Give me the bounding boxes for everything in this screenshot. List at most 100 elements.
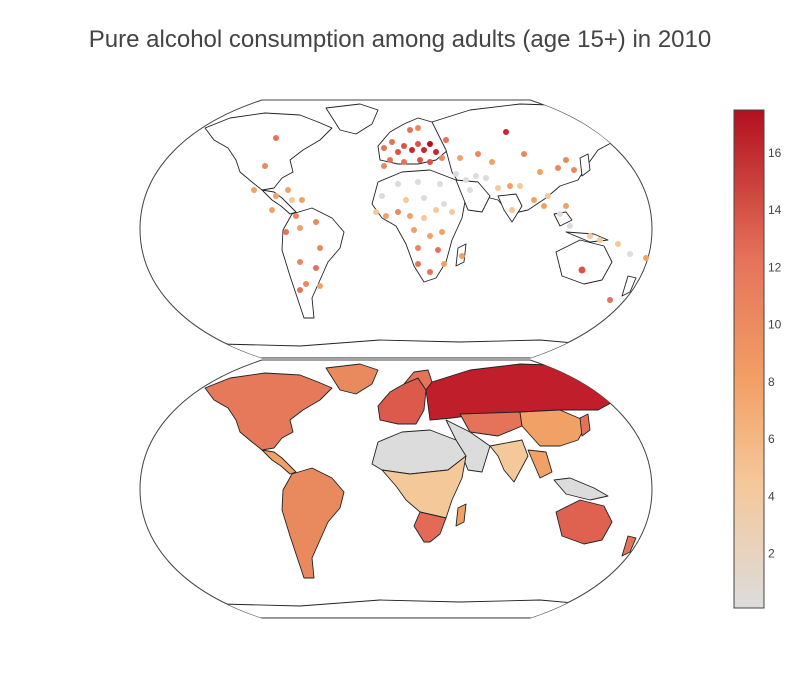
region-south-asia[interactable] xyxy=(489,439,529,483)
bubble-marker[interactable] xyxy=(443,137,449,143)
bubble-marker[interactable] xyxy=(578,266,586,274)
bubble-marker[interactable] xyxy=(521,151,527,157)
bubble-marker[interactable] xyxy=(453,171,459,177)
bubble-marker[interactable] xyxy=(563,157,569,163)
bubble-marker[interactable] xyxy=(563,203,569,209)
bubble-marker[interactable] xyxy=(395,149,401,155)
bubble-marker[interactable] xyxy=(269,207,275,213)
bubble-marker[interactable] xyxy=(417,157,423,163)
bubble-marker[interactable] xyxy=(571,167,577,173)
bubble-marker[interactable] xyxy=(449,209,455,215)
region-southern-africa[interactable] xyxy=(413,511,447,543)
bubble-marker[interactable] xyxy=(373,209,379,215)
bubble-marker[interactable] xyxy=(262,163,268,169)
bubble-marker[interactable] xyxy=(289,197,295,203)
bubble-marker[interactable] xyxy=(407,127,413,133)
bubble-marker[interactable] xyxy=(435,247,441,253)
bubble-marker[interactable] xyxy=(427,159,433,165)
bubble-marker[interactable] xyxy=(273,193,279,199)
bubble-marker[interactable] xyxy=(381,145,387,151)
bubble-marker[interactable] xyxy=(439,229,445,235)
bubble-marker[interactable] xyxy=(531,197,537,203)
bubble-marker[interactable] xyxy=(441,201,447,207)
bubble-marker[interactable] xyxy=(541,203,547,209)
bubble-marker[interactable] xyxy=(401,159,407,165)
bubble-marker[interactable] xyxy=(489,159,495,165)
bubble-marker[interactable] xyxy=(303,281,309,287)
bubble-map[interactable] xyxy=(139,99,653,359)
choropleth-map[interactable] xyxy=(139,359,653,619)
region-china-mongolia[interactable] xyxy=(519,409,589,447)
bubble-marker[interactable] xyxy=(293,213,299,219)
bubble-marker[interactable] xyxy=(643,255,649,261)
bubble-marker[interactable] xyxy=(407,213,413,219)
bubble-marker[interactable] xyxy=(459,253,465,259)
bubble-marker[interactable] xyxy=(495,185,501,191)
bubble-marker[interactable] xyxy=(395,209,401,215)
bubble-marker[interactable] xyxy=(441,261,447,267)
bubble-marker[interactable] xyxy=(411,227,417,233)
bubble-marker[interactable] xyxy=(433,149,439,155)
bubble-marker[interactable] xyxy=(379,193,385,199)
region-indonesia[interactable] xyxy=(553,477,609,501)
bubble-marker[interactable] xyxy=(473,173,479,179)
region-central-america[interactable] xyxy=(261,449,297,475)
bubble-marker[interactable] xyxy=(395,181,401,187)
bubble-marker[interactable] xyxy=(403,197,409,203)
bubble-marker[interactable] xyxy=(381,163,387,169)
bubble-marker[interactable] xyxy=(401,143,407,149)
region-north-america[interactable] xyxy=(204,372,333,451)
bubble-marker[interactable] xyxy=(503,129,509,135)
region-japan-korea[interactable] xyxy=(579,413,591,437)
bubble-marker[interactable] xyxy=(597,237,603,243)
bubble-marker[interactable] xyxy=(427,141,433,147)
bubble-marker[interactable] xyxy=(421,147,427,153)
bubble-marker[interactable] xyxy=(283,229,289,235)
region-southeast-asia[interactable] xyxy=(527,449,553,479)
bubble-marker[interactable] xyxy=(415,245,421,251)
bubble-marker[interactable] xyxy=(567,223,573,229)
bubble-marker[interactable] xyxy=(421,195,427,201)
bubble-marker[interactable] xyxy=(537,169,543,175)
bubble-marker[interactable] xyxy=(517,183,523,189)
bubble-marker[interactable] xyxy=(557,211,563,217)
bubble-marker[interactable] xyxy=(251,187,257,193)
bubble-marker[interactable] xyxy=(467,187,473,193)
bubble-marker[interactable] xyxy=(415,141,421,147)
bubble-marker[interactable] xyxy=(421,215,427,221)
bubble-marker[interactable] xyxy=(415,125,421,131)
bubble-marker[interactable] xyxy=(439,155,445,161)
bubble-marker[interactable] xyxy=(433,207,439,213)
bubble-marker[interactable] xyxy=(427,269,433,275)
region-madagascar[interactable] xyxy=(455,503,467,527)
bubble-marker[interactable] xyxy=(297,259,303,265)
bubble-marker[interactable] xyxy=(299,197,305,203)
bubble-marker[interactable] xyxy=(509,207,515,213)
bubble-marker[interactable] xyxy=(389,139,395,145)
bubble-marker[interactable] xyxy=(463,177,469,183)
region-greenland[interactable] xyxy=(325,363,379,395)
bubble-marker[interactable] xyxy=(387,157,393,163)
bubble-marker[interactable] xyxy=(475,151,481,157)
bubble-marker[interactable] xyxy=(297,225,303,231)
bubble-marker[interactable] xyxy=(555,165,561,171)
bubble-marker[interactable] xyxy=(483,175,489,181)
bubble-marker[interactable] xyxy=(317,283,323,289)
bubble-marker[interactable] xyxy=(317,245,323,251)
bubble-marker[interactable] xyxy=(615,241,621,247)
bubble-marker[interactable] xyxy=(607,297,613,303)
bubble-marker[interactable] xyxy=(587,233,593,239)
region-new-zealand[interactable] xyxy=(621,535,637,557)
bubble-marker[interactable] xyxy=(313,265,319,271)
bubble-marker[interactable] xyxy=(313,219,319,225)
bubble-marker[interactable] xyxy=(383,213,389,219)
bubble-marker[interactable] xyxy=(545,193,551,199)
bubble-marker[interactable] xyxy=(437,181,443,187)
bubble-marker[interactable] xyxy=(409,147,415,153)
bubble-marker[interactable] xyxy=(415,179,421,185)
bubble-marker[interactable] xyxy=(273,135,279,141)
bubble-marker[interactable] xyxy=(427,233,433,239)
region-sub-saharan-africa[interactable] xyxy=(381,455,467,519)
bubble-marker[interactable] xyxy=(627,251,633,257)
bubble-marker[interactable] xyxy=(507,183,513,189)
